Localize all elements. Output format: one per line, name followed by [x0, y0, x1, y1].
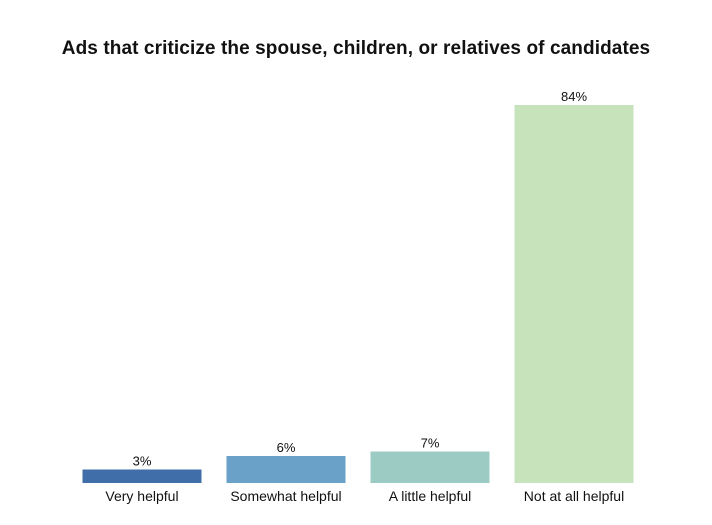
category-label-2: Somewhat helpful — [230, 488, 341, 504]
bar-value-label-2: 6% — [277, 440, 296, 455]
category-label-1: Very helpful — [105, 488, 178, 504]
bar-value-label-4: 84% — [561, 89, 587, 104]
category-labels-group: Very helpful Somewhat helpful A little hel… — [105, 488, 624, 504]
bar-2 — [226, 456, 346, 483]
bar-value-label-1: 3% — [133, 454, 152, 469]
bars-group — [82, 105, 634, 483]
bar-4 — [514, 105, 634, 483]
bar-value-label-3: 7% — [421, 436, 440, 451]
bar-1 — [82, 469, 202, 483]
bar-3 — [370, 451, 490, 483]
chart-title: Ads that criticize the spouse, children,… — [61, 38, 651, 59]
category-label-3: A little helpful — [389, 488, 472, 504]
category-label-4: Not at all helpful — [524, 488, 624, 504]
value-labels-group: 3% 6% 7% 84% — [133, 89, 588, 469]
